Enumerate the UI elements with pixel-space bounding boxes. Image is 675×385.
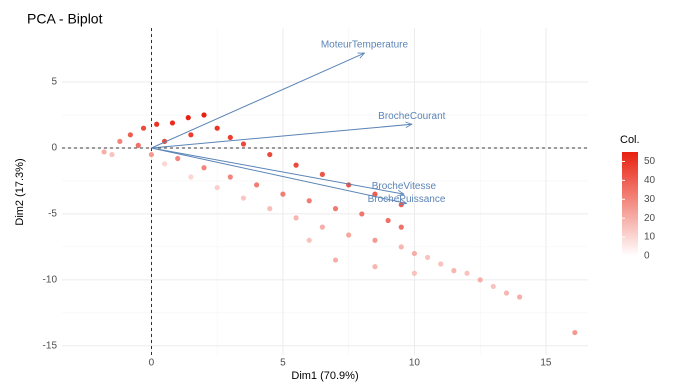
point — [451, 268, 457, 274]
point — [227, 174, 233, 180]
point — [332, 206, 339, 212]
loading-arrow — [151, 52, 364, 149]
point — [306, 198, 312, 204]
point — [411, 270, 418, 276]
x-tick-label: 5 — [280, 358, 286, 369]
arrow-label: BrocheCourant — [378, 111, 445, 122]
legend-tick-label: 20 — [644, 213, 656, 224]
arrow-label: BrochePuissance — [368, 194, 446, 205]
point — [140, 125, 147, 131]
point — [293, 162, 299, 168]
x-tick-label: 10 — [409, 358, 421, 369]
point — [372, 237, 378, 243]
point — [293, 215, 299, 221]
point — [117, 138, 123, 144]
point — [517, 294, 523, 300]
point — [101, 149, 107, 155]
point — [411, 250, 418, 257]
point — [127, 132, 133, 138]
legend-tick-label: 0 — [644, 251, 650, 262]
y-tick-label: -10 — [43, 274, 58, 285]
point — [214, 125, 220, 131]
y-tick-label: -15 — [43, 340, 58, 351]
point — [398, 224, 404, 230]
point — [346, 182, 352, 188]
arrow-label: BrocheVitesse — [372, 181, 437, 192]
point — [477, 277, 483, 283]
chart-title: PCA - Biplot — [27, 11, 103, 27]
point — [346, 232, 352, 238]
point — [201, 165, 207, 171]
point — [359, 211, 365, 217]
legend-tick-label: 50 — [644, 156, 656, 167]
point — [424, 254, 431, 261]
x-tick-label: 0 — [149, 358, 155, 369]
point — [214, 184, 220, 191]
point — [109, 151, 115, 158]
point — [385, 217, 391, 224]
point — [438, 261, 444, 267]
point — [161, 161, 168, 167]
point — [306, 237, 312, 243]
point — [175, 155, 181, 162]
y-tick-label: 5 — [51, 77, 57, 88]
point — [372, 264, 378, 270]
legend-title: Col. — [620, 134, 640, 146]
point — [372, 191, 378, 197]
point — [572, 329, 578, 336]
x-axis-label: Dim1 (70.9%) — [291, 370, 358, 382]
point — [267, 206, 273, 212]
y-tick-label: -5 — [48, 209, 57, 220]
point — [332, 257, 339, 263]
point — [201, 112, 207, 118]
loading-arrow — [151, 147, 403, 194]
point — [135, 142, 141, 148]
point — [319, 224, 325, 230]
legend-tick-label: 40 — [644, 175, 656, 186]
loading-arrow — [151, 124, 411, 149]
point — [240, 195, 247, 201]
arrow-label: MoteurTemperature — [321, 40, 409, 51]
y-axis-label: Dim2 (17.3%) — [14, 158, 26, 225]
point — [398, 244, 404, 250]
point — [154, 121, 160, 127]
x-tick-label: 15 — [540, 358, 552, 369]
point — [490, 283, 496, 290]
point — [185, 115, 191, 121]
point — [240, 141, 247, 147]
point — [227, 134, 233, 141]
point — [280, 191, 286, 197]
point — [254, 182, 260, 188]
point — [267, 151, 273, 158]
point — [148, 151, 155, 158]
legend-tick-label: 10 — [644, 232, 656, 243]
point — [319, 171, 325, 177]
legend-tick-label: 30 — [644, 194, 656, 205]
y-tick-label: 0 — [51, 143, 57, 154]
point — [188, 132, 194, 138]
loading-arrow — [151, 147, 406, 203]
point — [169, 120, 176, 126]
point — [188, 174, 194, 180]
point — [503, 290, 510, 296]
point — [464, 270, 470, 276]
color-bar — [622, 152, 638, 256]
